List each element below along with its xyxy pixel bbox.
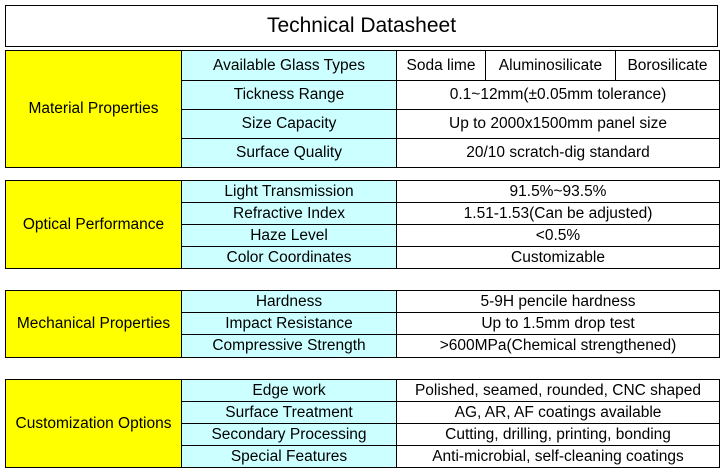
property-haze-level: Haze Level	[181, 224, 397, 247]
value-surface-treatment: AG, AR, AF coatings available	[396, 401, 720, 424]
value-aluminosilicate: Aluminosilicate	[485, 50, 616, 81]
category-customization-options: Customization Options	[5, 379, 182, 468]
category-mechanical-properties: Mechanical Properties	[5, 290, 182, 358]
value-thickness-range: 0.1~12mm(±0.05mm tolerance)	[396, 80, 720, 110]
value-compressive-strength: >600MPa(Chemical strengthened)	[396, 334, 720, 358]
property-surface-treatment: Surface Treatment	[181, 401, 397, 424]
property-color-coordinates: Color Coordinates	[181, 246, 397, 269]
value-edge-work: Polished, seamed, rounded, CNC shaped	[396, 379, 720, 402]
property-thickness-range: Tickness Range	[181, 80, 397, 110]
value-borosilicate: Borosilicate	[615, 50, 720, 81]
property-hardness: Hardness	[181, 290, 397, 313]
value-secondary-processing: Cutting, drilling, printing, bonding	[396, 423, 720, 446]
property-special-features: Special Features	[181, 445, 397, 468]
customization-options-table: Customization Options Edge work Polished…	[5, 379, 720, 468]
value-haze-level: <0.5%	[396, 224, 720, 247]
property-size-capacity: Size Capacity	[181, 109, 397, 139]
category-material-properties: Material Properties	[5, 50, 182, 168]
value-color-coordinates: Customizable	[396, 246, 720, 269]
material-properties-table: Material Properties Available Glass Type…	[5, 50, 720, 168]
property-compressive-strength: Compressive Strength	[181, 334, 397, 358]
property-available-glass-types: Available Glass Types	[181, 50, 397, 81]
value-light-transmission: 91.5%~93.5%	[396, 180, 720, 203]
datasheet-title: Technical Datasheet	[5, 5, 718, 47]
value-special-features: Anti-microbial, self-cleaning coatings	[396, 445, 720, 468]
value-hardness: 5-9H pencile hardness	[396, 290, 720, 313]
value-impact-resistance: Up to 1.5mm drop test	[396, 312, 720, 335]
value-soda-lime: Soda lime	[396, 50, 486, 81]
property-surface-quality: Surface Quality	[181, 138, 397, 168]
property-edge-work: Edge work	[181, 379, 397, 402]
value-surface-quality: 20/10 scratch-dig standard	[396, 138, 720, 168]
property-impact-resistance: Impact Resistance	[181, 312, 397, 335]
property-light-transmission: Light Transmission	[181, 180, 397, 203]
property-secondary-processing: Secondary Processing	[181, 423, 397, 446]
value-size-capacity: Up to 2000x1500mm panel size	[396, 109, 720, 139]
optical-performance-table: Optical Performance Light Transmission 9…	[5, 180, 720, 269]
value-refractive-index: 1.51-1.53(Can be adjusted)	[396, 202, 720, 225]
category-optical-performance: Optical Performance	[5, 180, 182, 269]
property-refractive-index: Refractive Index	[181, 202, 397, 225]
mechanical-properties-table: Mechanical Properties Hardness 5-9H penc…	[5, 290, 720, 358]
